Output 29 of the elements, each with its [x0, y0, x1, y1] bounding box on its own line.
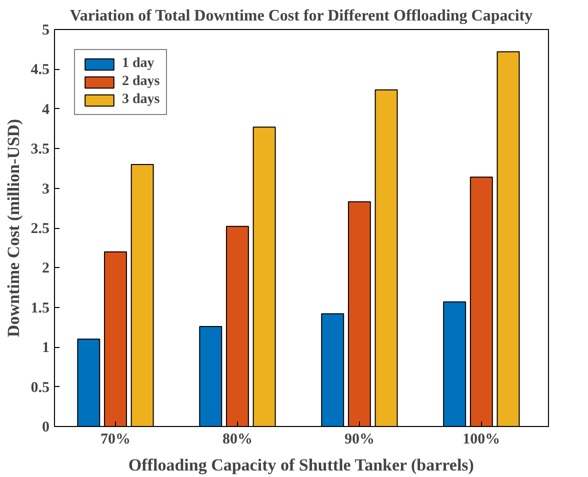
y-tick-label: 5: [42, 22, 50, 38]
bar: [199, 326, 222, 426]
bar: [374, 89, 398, 426]
bar: [130, 164, 154, 426]
y-tick-label: 0: [42, 420, 50, 436]
x-tick-label: 80%: [222, 432, 252, 448]
y-tick-label: 3: [42, 181, 50, 198]
legend-label: 2 days: [122, 74, 160, 90]
y-axis-title: Downtime Cost (million-USD): [4, 118, 23, 338]
bar: [321, 313, 344, 426]
x-tick-label: 90%: [344, 432, 374, 448]
y-tick-label: 4: [42, 102, 50, 118]
legend-label: 1 day: [122, 56, 154, 72]
y-tick-label: 3.5: [30, 142, 50, 158]
legend-label: 3 days: [122, 92, 160, 108]
y-tick-label: 2.5: [30, 221, 50, 237]
bar: [252, 126, 276, 426]
bar: [443, 301, 466, 426]
y-tick-label: 2: [42, 260, 50, 277]
bar: [77, 338, 100, 426]
x-axis-title: Offloading Capacity of Shuttle Tanker (barrels): [128, 456, 474, 474]
y-tick-label: 1.5: [30, 300, 50, 316]
chart-title: Variation of Total Downtime Cost for Different Offloading Capacity: [70, 8, 533, 24]
y-tick-label: 1: [42, 340, 50, 356]
bar: [496, 51, 520, 426]
x-tick-label: 70%: [100, 432, 130, 448]
y-tick-label: 4.5: [30, 62, 50, 78]
x-tick-label: 100%: [462, 432, 500, 448]
y-tick-label: 0.5: [30, 380, 50, 396]
